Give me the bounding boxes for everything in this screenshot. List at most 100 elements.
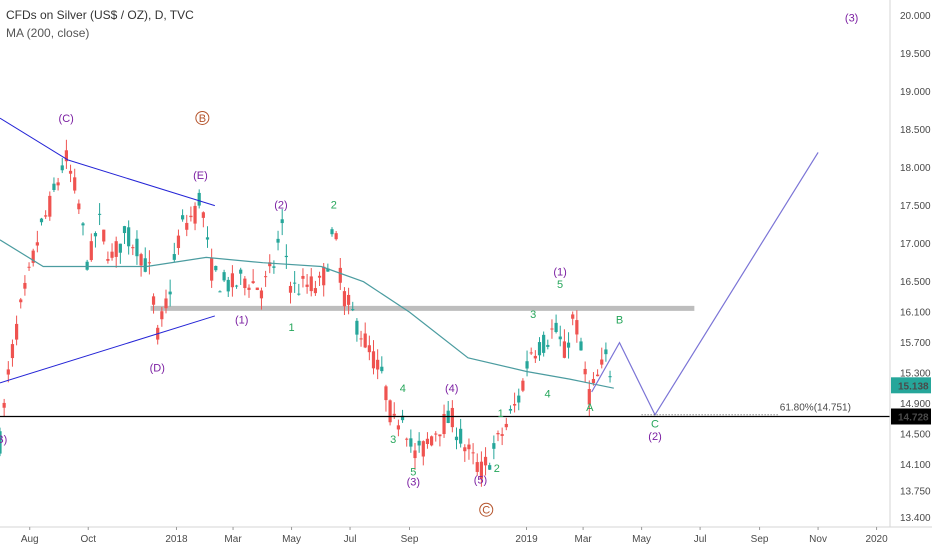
- candle-body: [127, 227, 131, 247]
- wave-label[interactable]: (2): [648, 431, 661, 443]
- candle-body: [363, 333, 367, 348]
- candle-body: [513, 404, 517, 406]
- candle-body: [558, 336, 562, 340]
- candle-body: [546, 344, 550, 347]
- candle-body: [210, 257, 214, 281]
- price-tick-label: 18.000: [900, 163, 931, 174]
- candle-body: [197, 192, 201, 206]
- wave-label[interactable]: C: [482, 505, 490, 517]
- wave-label[interactable]: (C): [59, 113, 74, 125]
- time-tick-label: Sep: [751, 534, 769, 545]
- price-tick-label: 19.500: [900, 49, 931, 60]
- candle-body: [68, 170, 73, 174]
- wave-label[interactable]: 4: [545, 388, 551, 400]
- indicator-legend[interactable]: MA (200, close): [6, 26, 90, 40]
- candle-body: [23, 282, 27, 289]
- candle-body: [330, 229, 334, 235]
- candle-body: [122, 226, 127, 234]
- candle-body: [27, 266, 31, 268]
- wave-label[interactable]: (1): [235, 315, 248, 327]
- candle-body: [554, 322, 558, 332]
- candle-body: [537, 342, 542, 356]
- candle-body: [421, 441, 425, 457]
- wave-projection-path[interactable]: [591, 152, 819, 417]
- candle-body: [135, 238, 139, 257]
- wave-label[interactable]: (4): [445, 383, 458, 395]
- moving-average-line[interactable]: [0, 239, 614, 389]
- candle-body: [317, 275, 322, 278]
- price-tick-label: 13.400: [900, 513, 931, 524]
- candle-body: [600, 359, 604, 365]
- time-tick-label: 2019: [515, 534, 538, 545]
- price-tick-label: 13.750: [900, 486, 931, 497]
- wave-label[interactable]: 3: [390, 434, 396, 446]
- candle-body: [459, 428, 463, 444]
- wave-label[interactable]: A: [586, 402, 594, 414]
- candle-body: [309, 276, 313, 292]
- candle-body: [434, 433, 438, 435]
- price-tick-label: 19.000: [900, 87, 931, 98]
- candle-body: [239, 269, 243, 274]
- candle-body: [351, 309, 355, 311]
- candle-body: [39, 218, 44, 223]
- candle-body: [193, 205, 197, 224]
- candle-body: [268, 262, 272, 267]
- wave-label[interactable]: 5: [557, 279, 563, 291]
- candle-body: [247, 287, 251, 290]
- candle-body: [376, 359, 380, 370]
- price-tick-label: 16.100: [900, 308, 931, 319]
- wave-label[interactable]: B: [616, 315, 623, 327]
- wave-label[interactable]: 2: [331, 200, 337, 212]
- candle-body: [479, 461, 483, 479]
- trendline-1[interactable]: [67, 159, 215, 207]
- candle-body: [297, 293, 301, 295]
- candle-body: [587, 389, 591, 405]
- candle-body: [98, 213, 102, 215]
- candle-body: [442, 413, 446, 435]
- price-tick-label: 20.000: [900, 11, 931, 22]
- candle-body: [6, 369, 10, 375]
- trendline-2[interactable]: [0, 315, 215, 384]
- wave-label[interactable]: 3: [530, 309, 536, 321]
- wave-label[interactable]: 2: [494, 463, 500, 475]
- price-tick-label: 15.300: [900, 368, 931, 379]
- candle-body: [226, 279, 230, 292]
- wave-label[interactable]: (5): [474, 474, 487, 486]
- time-tick-label: May: [282, 534, 301, 545]
- time-tick-label: Nov: [809, 534, 827, 545]
- candle-body: [110, 251, 114, 258]
- symbol-title[interactable]: CFDs on Silver (US$ / OZ), D, TVC: [6, 8, 194, 22]
- candle-body: [218, 291, 222, 293]
- wave-label[interactable]: 1: [288, 322, 294, 334]
- candle-body: [73, 177, 77, 191]
- candle-body: [529, 352, 533, 354]
- wave-label[interactable]: 5: [410, 467, 416, 479]
- candle-body: [293, 282, 297, 284]
- wave-label[interactable]: (2): [274, 200, 287, 212]
- candle-body: [222, 272, 226, 281]
- wave-label[interactable]: C: [651, 419, 659, 431]
- candle-body: [604, 349, 608, 355]
- trendline-0[interactable]: [0, 117, 69, 161]
- wave-label[interactable]: (D): [150, 362, 165, 374]
- wave-label[interactable]: (E): [193, 170, 208, 182]
- wave-circle-marker: [479, 502, 494, 517]
- wave-label[interactable]: 1: [498, 408, 504, 420]
- wave-label[interactable]: 4: [400, 383, 406, 395]
- candle-body: [230, 273, 234, 288]
- candle-body: [284, 255, 288, 258]
- wave-label[interactable]: B: [199, 113, 206, 125]
- candle-body: [355, 320, 359, 335]
- support-price-label: 14.728: [898, 412, 929, 423]
- wave-label[interactable]: (3): [407, 477, 420, 489]
- candle-body: [525, 361, 529, 369]
- candle-body: [417, 440, 421, 446]
- candle-body: [168, 291, 172, 295]
- candle-body: [430, 436, 434, 446]
- wave-label[interactable]: (B): [0, 434, 7, 446]
- candle-body: [288, 285, 293, 293]
- wave-label[interactable]: (1): [553, 267, 566, 279]
- candle-body: [359, 338, 363, 340]
- wave-label[interactable]: (3): [845, 13, 858, 25]
